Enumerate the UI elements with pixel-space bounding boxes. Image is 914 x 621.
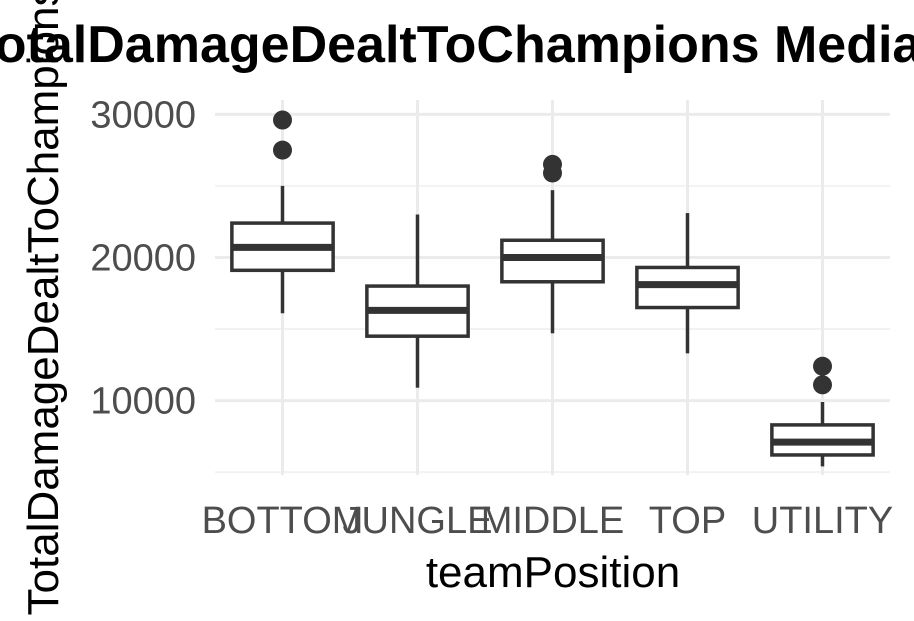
chart-title: TotalDamageDealtToChampions Median (0, 16, 914, 74)
y-axis-label: TotalDamageDealtToChampions (19, 0, 68, 616)
box-group (230, 110, 335, 314)
x-tick-label: JUNGLE (343, 500, 493, 542)
y-tick-label: 20000 (90, 237, 196, 279)
y-tick-label: 30000 (90, 94, 196, 136)
outlier-point (813, 356, 832, 376)
boxes (230, 110, 875, 467)
x-tick-label: TOP (649, 500, 726, 542)
x-tick-label: MIDDLE (481, 500, 625, 542)
outlier-point (273, 140, 292, 160)
outlier-point (813, 375, 832, 395)
x-axis-label: teamPosition (426, 548, 680, 597)
outlier-point (273, 110, 292, 130)
box-group (770, 356, 875, 467)
box-group (365, 214, 470, 388)
box-group (635, 213, 740, 354)
box-group (500, 154, 605, 334)
y-tick-labels: 10000 20000 30000 (90, 94, 196, 422)
y-tick-label: 10000 (90, 381, 196, 423)
x-tick-label: BOTTOM (202, 500, 364, 542)
box (500, 238, 605, 284)
outlier-point (543, 154, 562, 174)
x-tick-label: UTILITY (752, 500, 893, 542)
